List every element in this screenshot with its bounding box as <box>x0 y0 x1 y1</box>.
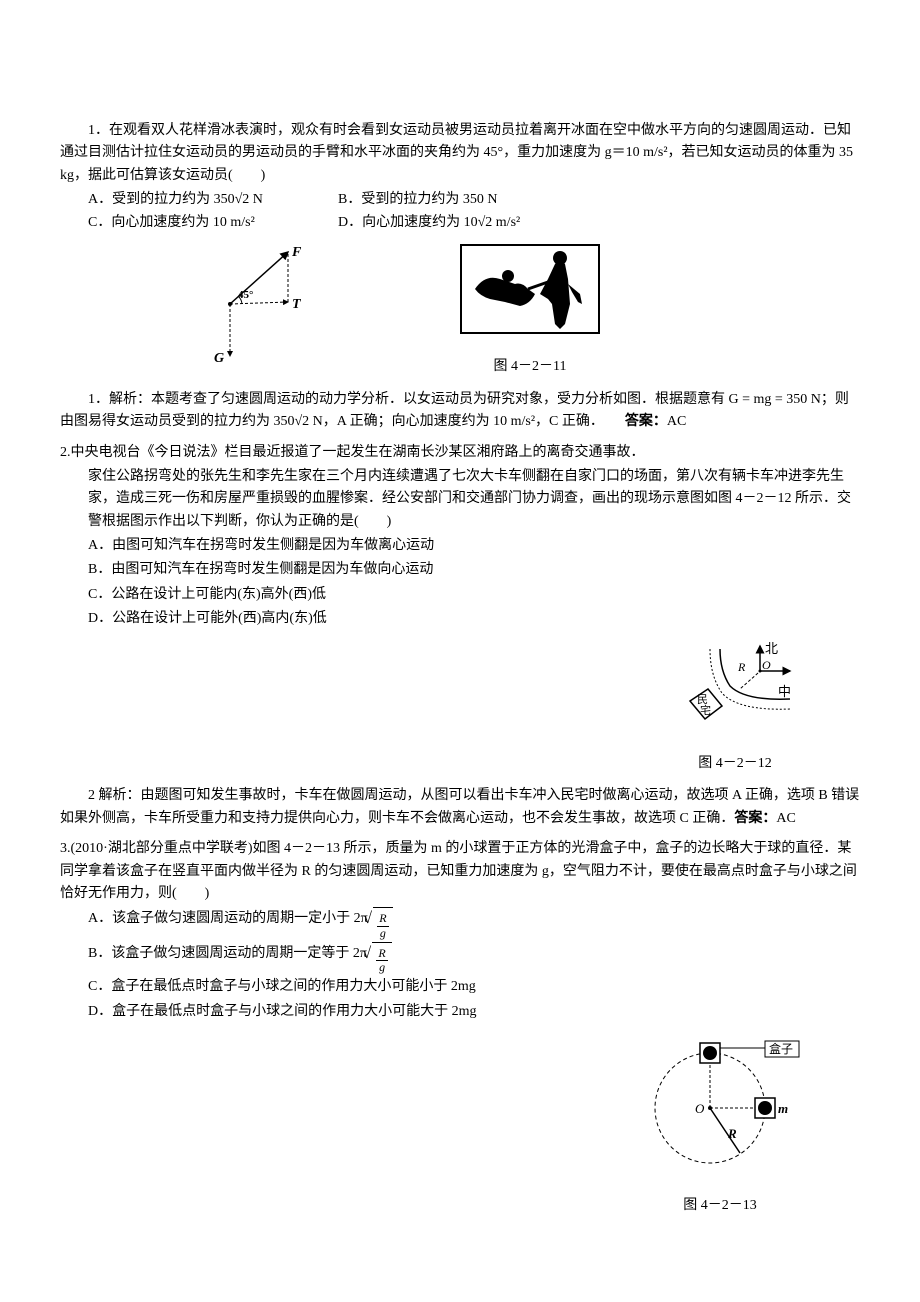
q2-analysis-label: 2 解析： <box>88 788 141 803</box>
q3-optD: D．盒子在最低点时盒子与小球之间的作用力大小可能大于 2mg <box>88 1001 860 1023</box>
q1-optB: B．受到的拉力约为 350 N <box>338 189 588 211</box>
q3-caption: 图 4－2－13 <box>640 1195 800 1217</box>
q3-options: A．该盒子做匀速圆周运动的周期一定小于 2π Rg B．该盒子做匀速圆周运动的周… <box>60 907 860 1023</box>
q2-optB: B．由图可知汽车在拐弯时发生侧翻是因为车做向心运动 <box>88 559 860 581</box>
svg-text:O: O <box>762 658 771 672</box>
q1-analysis-label: 1．解析： <box>88 392 151 407</box>
q2-number: 2. <box>60 445 71 460</box>
q3-text: 3.(2010·湖北部分重点中学联考)如图 4－2－13 所示，质量为 m 的小… <box>60 838 860 905</box>
q3-source: (2010·湖北部分重点中学联考) <box>71 841 253 856</box>
svg-text:F: F <box>291 245 302 260</box>
q2-optC: C．公路在设计上可能内(东)高外(西)低 <box>88 584 860 606</box>
q1-analysis: 1．解析：本题考查了匀速圆周运动的动力学分析．以女运动员为研究对象，受力分析如图… <box>60 389 860 434</box>
q1-force-diagram: F T G 45° <box>210 244 310 372</box>
q3-figure: O R 盒子 m 图 4－2－13 <box>60 1033 860 1218</box>
q2-figure: 北 R O 中 民 宅 图 4－2－12 <box>60 641 860 776</box>
q2-intro: 2.中央电视台《今日说法》栏目最近报道了一起发生在湖南长沙某区湘府路上的离奇交通… <box>60 442 860 464</box>
svg-text:北: 北 <box>765 641 778 656</box>
q2-options: A．由图可知汽车在拐弯时发生侧翻是因为车做离心运动 B．由图可知汽车在拐弯时发生… <box>60 535 860 631</box>
q2-body: 家住公路拐弯处的张先生和李先生家在三个月内连续遭遇了七次大卡车侧翻在自家门口的场… <box>60 466 860 533</box>
q1-options: A．受到的拉力约为 350√2 N B．受到的拉力约为 350 N C．向心加速… <box>60 189 860 234</box>
svg-text:中: 中 <box>778 684 791 699</box>
q1-caption: 图 4－2－11 <box>460 356 600 378</box>
q2-optD: D．公路在设计上可能外(西)高内(东)低 <box>88 608 860 630</box>
q1-number: 1． <box>88 123 109 138</box>
sqrt-frac-icon: Rg <box>370 942 391 974</box>
q3-optA: A．该盒子做匀速圆周运动的周期一定小于 2π Rg <box>88 907 860 939</box>
q1-answer-label: 答案： <box>625 414 667 429</box>
q2-analysis: 2 解析：由题图可知发生事故时，卡车在做圆周运动，从图可以看出卡车冲入民宅时做离… <box>60 785 860 830</box>
svg-text:R: R <box>737 660 746 674</box>
svg-text:m: m <box>778 1101 788 1116</box>
q1-optA: A．受到的拉力约为 350√2 N <box>88 189 338 211</box>
svg-text:T: T <box>292 297 302 312</box>
q2-caption: 图 4－2－12 <box>670 753 800 775</box>
svg-text:宅: 宅 <box>700 703 711 717</box>
q3-number: 3. <box>60 841 71 856</box>
q2-optA: A．由图可知汽车在拐弯时发生侧翻是因为车做离心运动 <box>88 535 860 557</box>
q1-text: 1．在观看双人花样滑冰表演时，观众有时会看到女运动员被男运动员拉着离开冰面在空中… <box>60 120 860 187</box>
sqrt-frac-icon: Rg <box>371 907 392 939</box>
q3-optB: B．该盒子做匀速圆周运动的周期一定等于 2π Rg <box>88 942 860 974</box>
svg-text:45°: 45° <box>238 289 253 301</box>
svg-text:O: O <box>695 1101 705 1116</box>
q1-figures: F T G 45° 图 4－2－11 <box>60 244 860 379</box>
q2-answer-label: 答案： <box>734 811 776 826</box>
q1-skating-figure: 图 4－2－11 <box>460 244 600 379</box>
q1-optD: D．向心加速度约为 10√2 m/s² <box>338 212 588 234</box>
svg-text:G: G <box>214 351 224 364</box>
svg-text:R: R <box>727 1126 737 1141</box>
svg-text:盒子: 盒子 <box>769 1041 793 1056</box>
q3-optC: C．盒子在最低点时盒子与小球之间的作用力大小可能小于 2mg <box>88 976 860 998</box>
q1-optC: C．向心加速度约为 10 m/s² <box>88 212 338 234</box>
